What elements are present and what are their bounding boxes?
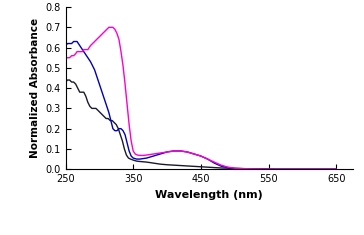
1 xyxy=(273,168,277,171)
3 xyxy=(334,168,339,171)
X-axis label: Wavelength (nm): Wavelength (nm) xyxy=(155,190,263,200)
3 xyxy=(119,127,123,130)
5 xyxy=(106,117,110,120)
5 xyxy=(273,168,277,171)
3 xyxy=(273,168,277,171)
5 xyxy=(334,168,339,171)
3 xyxy=(80,48,84,51)
5 xyxy=(86,101,90,104)
1 xyxy=(334,168,339,171)
5 xyxy=(63,81,68,83)
Line: 3: 3 xyxy=(66,42,336,169)
1 xyxy=(63,56,68,59)
5 xyxy=(78,91,82,94)
1 xyxy=(131,149,135,152)
5 xyxy=(300,168,305,171)
1 xyxy=(123,83,127,86)
5 xyxy=(92,107,96,110)
3 xyxy=(67,42,72,45)
1 xyxy=(219,164,223,167)
5 xyxy=(233,167,237,170)
1 xyxy=(99,34,103,37)
1 xyxy=(83,48,87,51)
Line: 1: 1 xyxy=(66,27,336,169)
1 xyxy=(86,48,90,51)
3 xyxy=(63,44,68,47)
5 xyxy=(66,78,70,81)
3 xyxy=(71,40,76,43)
3 xyxy=(165,151,169,153)
3 xyxy=(88,60,93,63)
1 xyxy=(107,26,111,29)
Line: 5: 5 xyxy=(66,80,336,169)
Y-axis label: Normalized Absorbance: Normalized Absorbance xyxy=(30,18,40,158)
3 xyxy=(76,42,80,45)
